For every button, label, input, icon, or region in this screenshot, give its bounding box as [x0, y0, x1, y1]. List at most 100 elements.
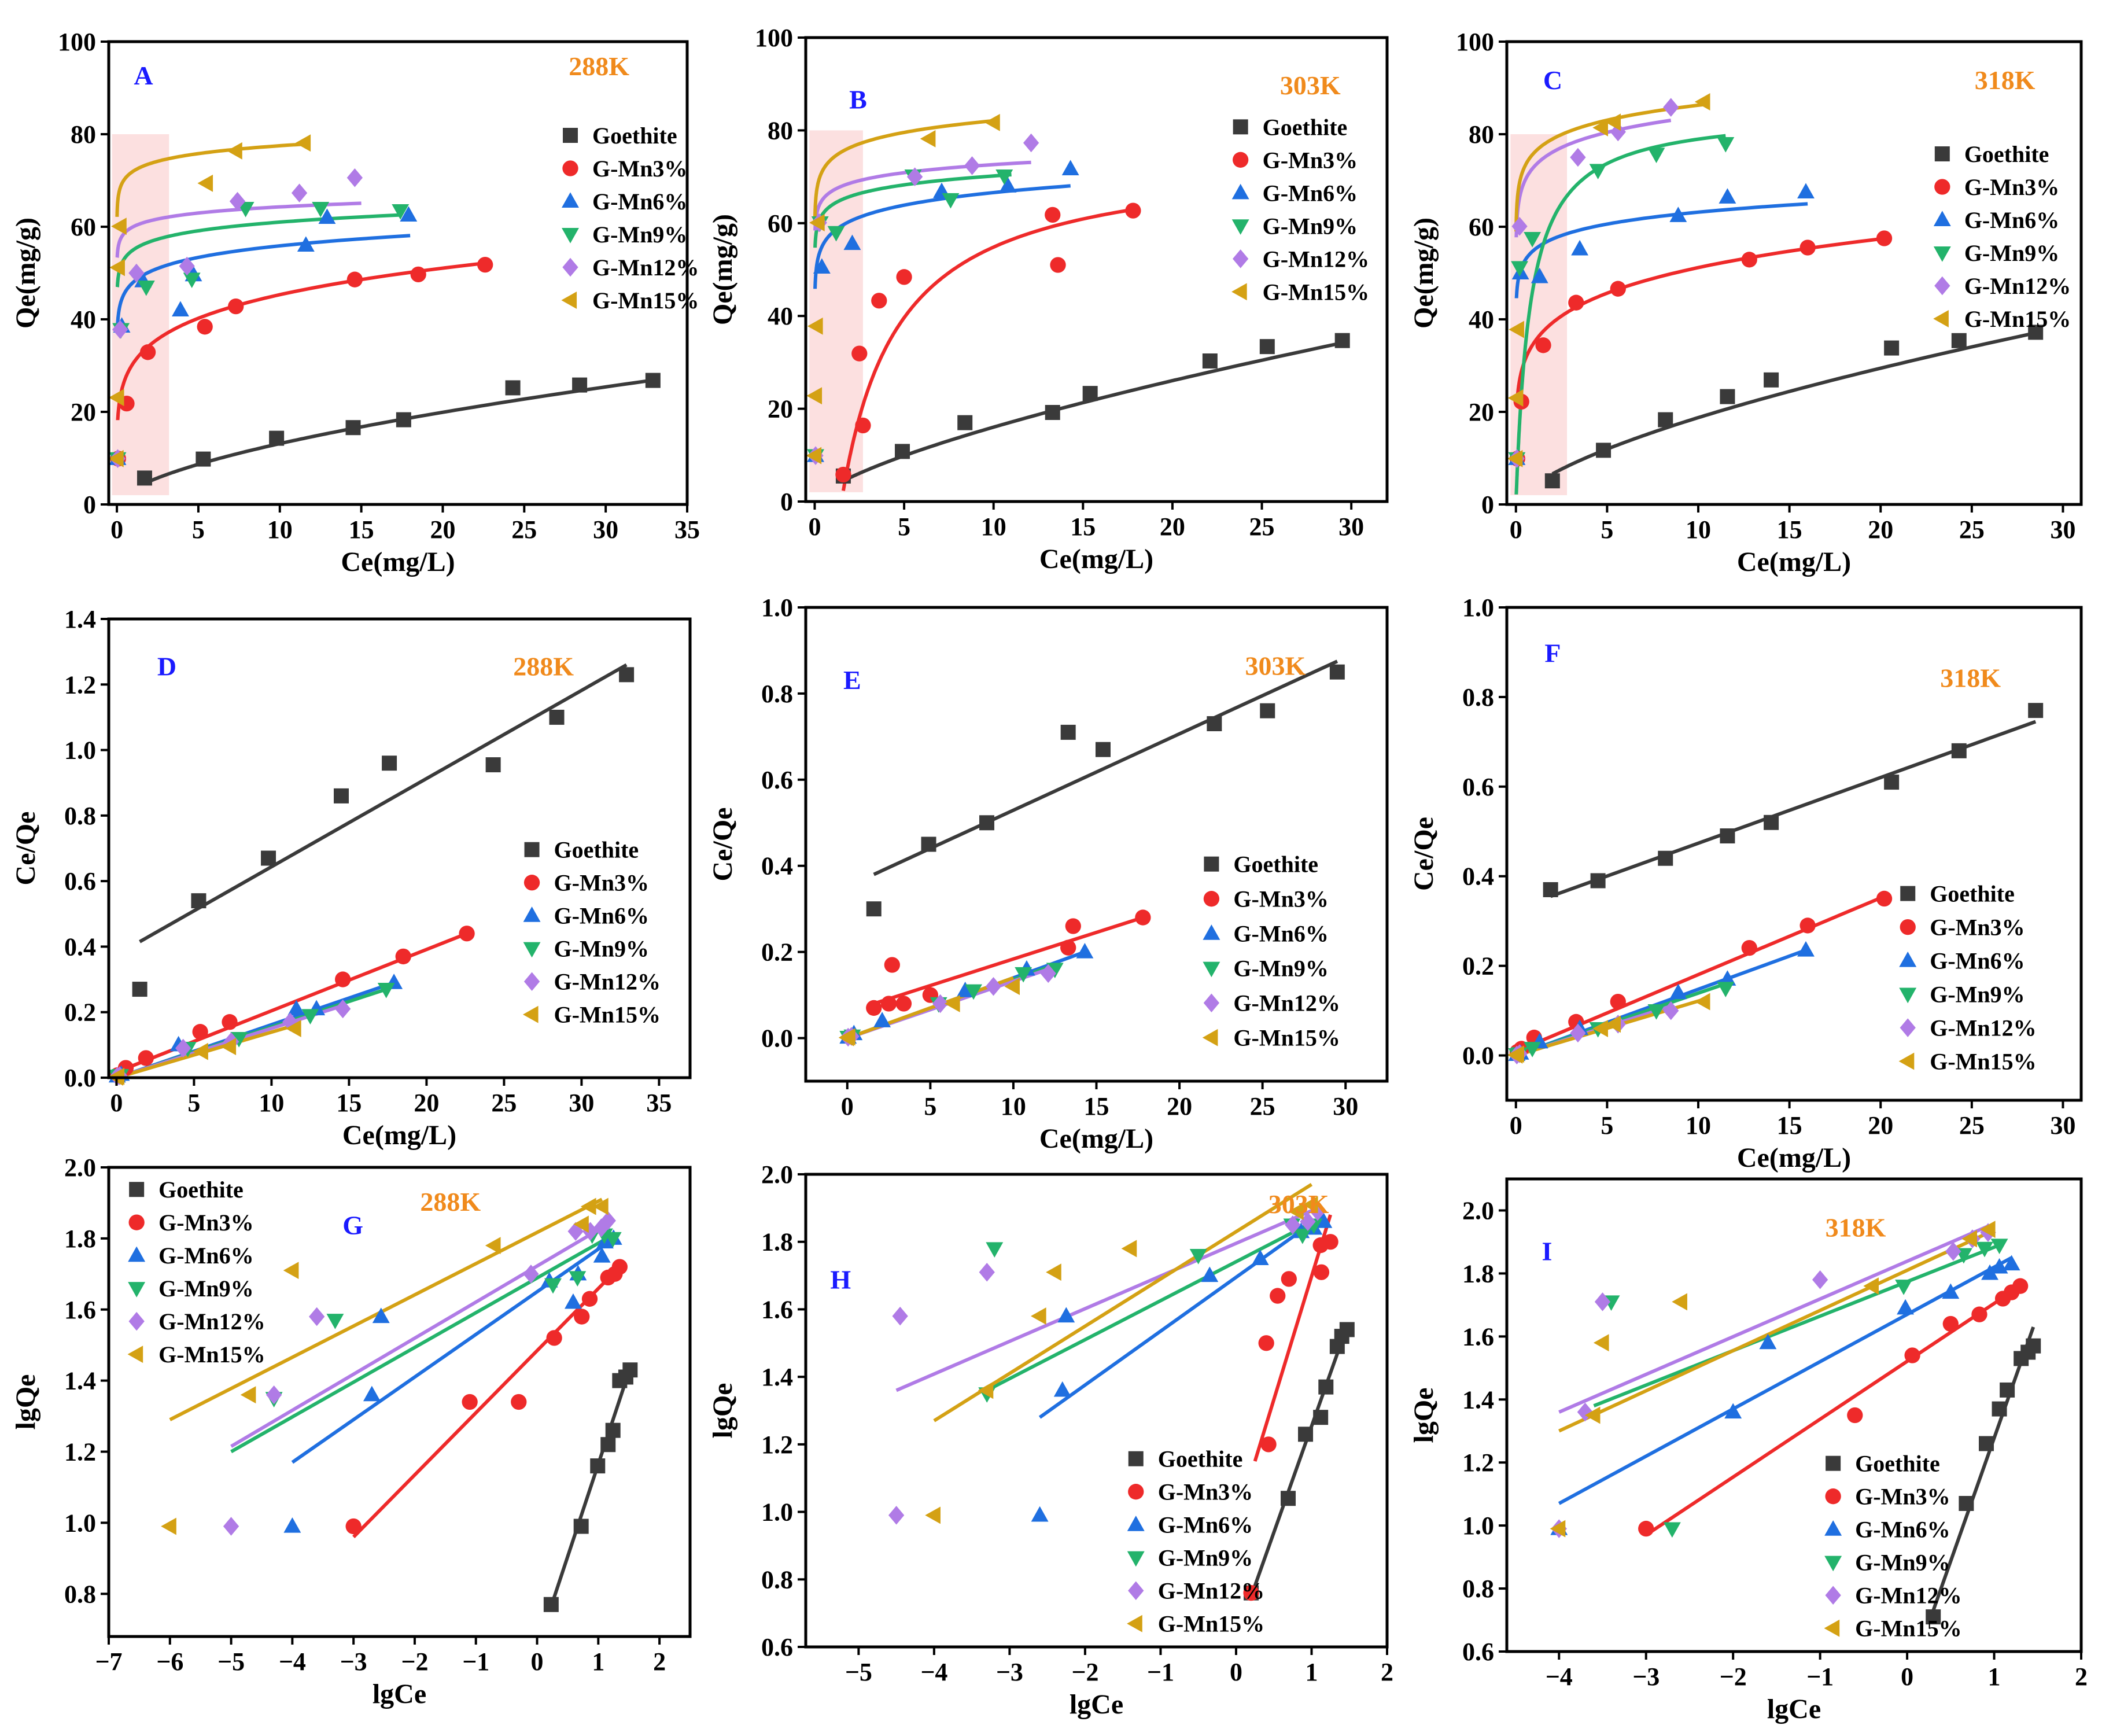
temperature-label: 288K [569, 51, 629, 81]
legend-label: G-Mn15% [1855, 1616, 1961, 1642]
data-point-g-mn3pct [1281, 1271, 1297, 1287]
y-tick-label: 0.8 [64, 1580, 96, 1608]
y-tick-label: 0.4 [1462, 863, 1494, 891]
legend-label: G-Mn3% [1233, 886, 1328, 912]
data-point-g-mn3pct [1270, 1288, 1286, 1304]
legend-label: G-Mn9% [592, 222, 687, 248]
data-point-g-mn6pct [1797, 941, 1815, 957]
data-point-g-mn9pct [1663, 1522, 1681, 1538]
data-point-g-mn15pct [1605, 113, 1621, 131]
data-point-goethite [191, 893, 206, 909]
data-point-g-mn6pct [1942, 1283, 1960, 1299]
legend-label: G-Mn3% [592, 156, 687, 182]
data-point-g-mn6pct [318, 208, 336, 224]
y-tick-label: 0.6 [64, 867, 96, 895]
data-point-goethite [505, 380, 521, 396]
x-tick-label: 5 [192, 515, 205, 544]
legend-label: G-Mn3% [158, 1210, 253, 1236]
data-point-g-mn15pct [193, 1042, 208, 1060]
y-tick-label: 1.4 [64, 605, 96, 633]
fit-line-g-mn9pct [813, 173, 1012, 248]
y-tick-label: 20 [768, 395, 793, 423]
y-tick-label: 1.0 [1462, 1512, 1494, 1540]
data-point-goethite [261, 850, 276, 866]
data-point-goethite [590, 1458, 606, 1474]
data-point-goethite [1658, 412, 1673, 427]
x-tick-label: 25 [1959, 515, 1985, 544]
temperature-label: 288K [513, 651, 574, 681]
y-axis-label: lgQe [707, 1383, 738, 1439]
plot-frame [1505, 606, 2083, 1102]
data-point-g-mn3pct [835, 466, 851, 483]
data-point-goethite [1207, 716, 1222, 732]
legend-marker [1127, 1516, 1145, 1531]
x-tick-label: −4 [279, 1647, 306, 1676]
fit-line-g-mn3pct [841, 208, 1134, 491]
data-point-g-mn3pct [1610, 993, 1626, 1010]
data-point-g-mn15pct [1509, 320, 1524, 338]
data-point-g-mn3pct [1971, 1306, 1987, 1322]
data-point-g-mn3pct [1568, 294, 1584, 311]
data-point-g-mn3pct [462, 1394, 478, 1410]
x-axis-label: lgCe [1767, 1694, 1821, 1724]
legend-label: G-Mn3% [1964, 174, 2059, 200]
data-point-g-mn15pct [580, 1197, 596, 1215]
fit-line-goethite [550, 1368, 632, 1607]
data-point-goethite [549, 709, 565, 725]
x-tick-label: 10 [1686, 515, 1711, 544]
data-point-g-mn3pct [1799, 239, 1816, 256]
legend-marker [1899, 952, 1917, 967]
data-point-g-mn6pct [1031, 1506, 1049, 1522]
legend-label: Goethite [158, 1177, 244, 1203]
x-tick-label: 25 [1250, 1092, 1275, 1121]
legend-marker [1934, 146, 1950, 161]
data-point-g-mn15pct [806, 447, 822, 465]
data-point-goethite [1720, 389, 1735, 404]
data-point-g-mn6pct [283, 1517, 301, 1533]
fit-line-goethite [1249, 1325, 1349, 1597]
x-tick-label: 15 [1084, 1092, 1109, 1121]
panel-letter: C [1543, 65, 1562, 95]
y-tick-label: 0 [1481, 491, 1494, 519]
y-tick-label: 0.6 [1462, 773, 1494, 801]
y-tick-label: 80 [768, 116, 793, 145]
data-point-g-mn12pct [932, 994, 949, 1013]
data-point-g-mn6pct [1571, 239, 1589, 256]
data-point-goethite [1334, 333, 1350, 348]
data-point-g-mn15pct [573, 1215, 589, 1233]
data-point-g-mn6pct [1719, 188, 1736, 204]
data-point-g-mn6pct [999, 177, 1017, 193]
fit-line-g-mn12pct [230, 1222, 609, 1448]
data-point-g-mn9pct [301, 1009, 319, 1024]
y-axis-label: Qe(mg/g) [1408, 218, 1439, 329]
data-point-goethite [1543, 882, 1558, 897]
y-tick-label: 1.0 [64, 736, 96, 765]
legend-marker [128, 1214, 145, 1230]
data-point-goethite [269, 430, 285, 446]
legend-label: G-Mn9% [1855, 1550, 1950, 1576]
data-point-g-mn9pct [312, 201, 330, 218]
data-point-goethite [1339, 1322, 1355, 1337]
data-point-g-mn9pct [1189, 1249, 1207, 1265]
data-point-g-mn15pct [283, 1262, 299, 1280]
panel-letter: I [1542, 1237, 1553, 1266]
x-tick-label: 0 [1230, 1658, 1242, 1686]
data-point-goethite [622, 1362, 638, 1378]
fit-line-g-mn15pct [847, 976, 1014, 1040]
y-tick-label: 80 [71, 120, 96, 149]
fit-line-g-mn15pct [1558, 1230, 1990, 1433]
temperature-label: 303K [1280, 71, 1341, 100]
legend-marker [562, 160, 578, 176]
temperature-label: 303K [1268, 1189, 1329, 1219]
data-point-g-mn3pct [866, 1000, 882, 1016]
data-point-g-mn12pct [1040, 964, 1056, 983]
data-point-g-mn6pct [1669, 983, 1687, 1000]
data-point-goethite [1658, 850, 1673, 866]
y-tick-label: 2.0 [761, 1160, 793, 1189]
legend-marker [1203, 993, 1220, 1012]
y-tick-label: 20 [1469, 398, 1494, 426]
y-tick-label: 0.8 [761, 680, 793, 708]
data-point-g-mn3pct [511, 1394, 527, 1410]
data-point-g-mn15pct [1507, 389, 1524, 407]
